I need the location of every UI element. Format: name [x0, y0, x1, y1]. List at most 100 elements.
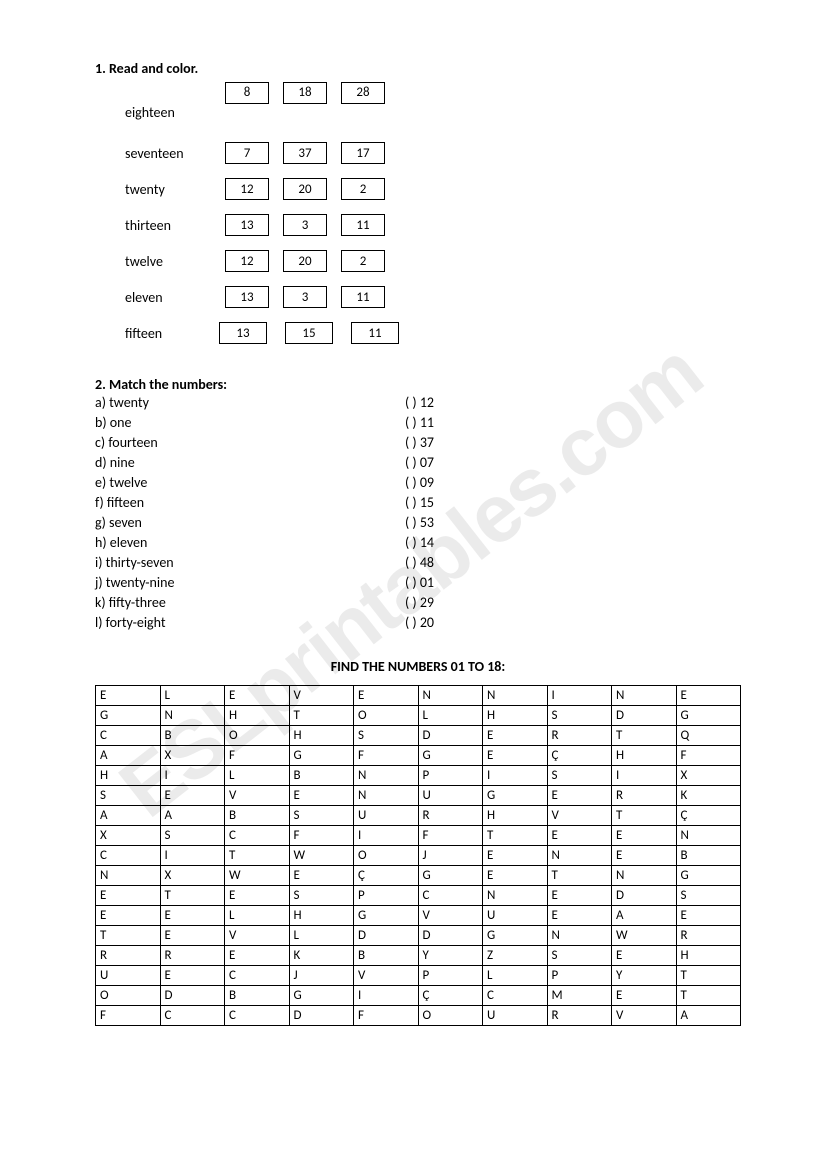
grid-cell: V	[289, 686, 354, 706]
grid-cell: E	[483, 846, 548, 866]
grid-cell: R	[612, 786, 677, 806]
grid-cell: S	[547, 766, 612, 786]
number-word-label: eleven	[125, 289, 225, 306]
match-number: ( ) 48	[405, 553, 434, 573]
grid-cell: E	[160, 926, 225, 946]
grid-cell: T	[612, 806, 677, 826]
number-box: 15	[285, 322, 333, 344]
number-box: 8	[225, 82, 269, 104]
grid-cell: W	[225, 866, 290, 886]
grid-cell: Ç	[354, 866, 419, 886]
read-color-row: eleven13311	[125, 279, 741, 315]
number-word-label: fifteen	[125, 325, 225, 342]
grid-cell: O	[354, 706, 419, 726]
number-word-label: eighteen	[125, 104, 225, 121]
number-boxes: 7 37 17	[225, 142, 385, 164]
grid-cell: L	[483, 966, 548, 986]
number-box: 2	[341, 178, 385, 200]
match-word: a) twenty	[95, 393, 405, 413]
grid-cell: T	[676, 966, 741, 986]
match-row: d) nine( ) 07	[95, 453, 741, 473]
grid-cell: P	[354, 886, 419, 906]
match-row: e) twelve( ) 09	[95, 473, 741, 493]
grid-cell: S	[160, 826, 225, 846]
number-box: 2	[341, 250, 385, 272]
match-row: l) forty-eight( ) 20	[95, 613, 741, 633]
grid-cell: E	[547, 906, 612, 926]
grid-cell: L	[225, 766, 290, 786]
grid-cell: O	[354, 846, 419, 866]
grid-cell: F	[354, 746, 419, 766]
grid-cell: D	[612, 886, 677, 906]
grid-cell: N	[612, 686, 677, 706]
grid-cell: H	[289, 906, 354, 926]
grid-cell: G	[483, 786, 548, 806]
grid-cell: I	[354, 986, 419, 1006]
number-box: 18	[283, 82, 327, 104]
match-number: ( ) 07	[405, 453, 434, 473]
number-box: 17	[341, 142, 385, 164]
grid-cell: K	[289, 946, 354, 966]
match-word: g) seven	[95, 513, 405, 533]
grid-cell: H	[483, 706, 548, 726]
grid-cell: E	[547, 786, 612, 806]
grid-cell: G	[96, 706, 161, 726]
match-word: c) fourteen	[95, 433, 405, 453]
grid-cell: N	[547, 846, 612, 866]
grid-cell: B	[354, 946, 419, 966]
number-box: 12	[225, 250, 269, 272]
grid-cell: V	[354, 966, 419, 986]
grid-cell: L	[160, 686, 225, 706]
number-box: 13	[225, 214, 269, 236]
grid-cell: U	[96, 966, 161, 986]
grid-cell: C	[225, 966, 290, 986]
grid-cell: G	[418, 866, 483, 886]
grid-cell: X	[160, 746, 225, 766]
match-word: h) eleven	[95, 533, 405, 553]
grid-cell: H	[96, 766, 161, 786]
grid-cell: F	[225, 746, 290, 766]
number-box: 37	[283, 142, 327, 164]
match-row: a) twenty( ) 12	[95, 393, 741, 413]
number-box: 3	[283, 286, 327, 308]
grid-cell: W	[289, 846, 354, 866]
table-row: TEVLDDGNWR	[96, 926, 741, 946]
grid-cell: X	[96, 826, 161, 846]
grid-cell: E	[612, 946, 677, 966]
grid-cell: O	[96, 986, 161, 1006]
grid-cell: D	[354, 926, 419, 946]
grid-cell: N	[547, 926, 612, 946]
grid-cell: T	[676, 986, 741, 1006]
number-box: 7	[225, 142, 269, 164]
table-row: EELHGVUEAE	[96, 906, 741, 926]
number-box: 13	[219, 322, 267, 344]
grid-cell: T	[612, 726, 677, 746]
grid-cell: J	[418, 846, 483, 866]
section3-title: FIND THE NUMBERS 01 TO 18:	[95, 658, 741, 675]
grid-cell: Ç	[547, 746, 612, 766]
match-exercise: 2. Match the numbers: a) twenty( ) 12b) …	[95, 376, 741, 633]
match-row: h) eleven( ) 14	[95, 533, 741, 553]
grid-cell: E	[676, 906, 741, 926]
grid-cell: X	[160, 866, 225, 886]
match-word: e) twelve	[95, 473, 405, 493]
grid-cell: N	[612, 866, 677, 886]
grid-cell: N	[160, 706, 225, 726]
grid-cell: D	[418, 926, 483, 946]
grid-cell: R	[676, 926, 741, 946]
grid-cell: N	[676, 826, 741, 846]
grid-cell: H	[289, 726, 354, 746]
grid-cell: C	[96, 726, 161, 746]
read-color-row: twenty12202	[125, 171, 741, 207]
grid-cell: G	[289, 986, 354, 1006]
grid-cell: P	[547, 966, 612, 986]
table-row: CBOHSDERTQ	[96, 726, 741, 746]
grid-cell: I	[483, 766, 548, 786]
section2-title: 2. Match the numbers:	[95, 376, 741, 393]
match-word: i) thirty-seven	[95, 553, 405, 573]
grid-cell: N	[96, 866, 161, 886]
grid-cell: V	[547, 806, 612, 826]
match-word: f) fifteen	[95, 493, 405, 513]
grid-cell: Y	[612, 966, 677, 986]
grid-cell: S	[289, 886, 354, 906]
